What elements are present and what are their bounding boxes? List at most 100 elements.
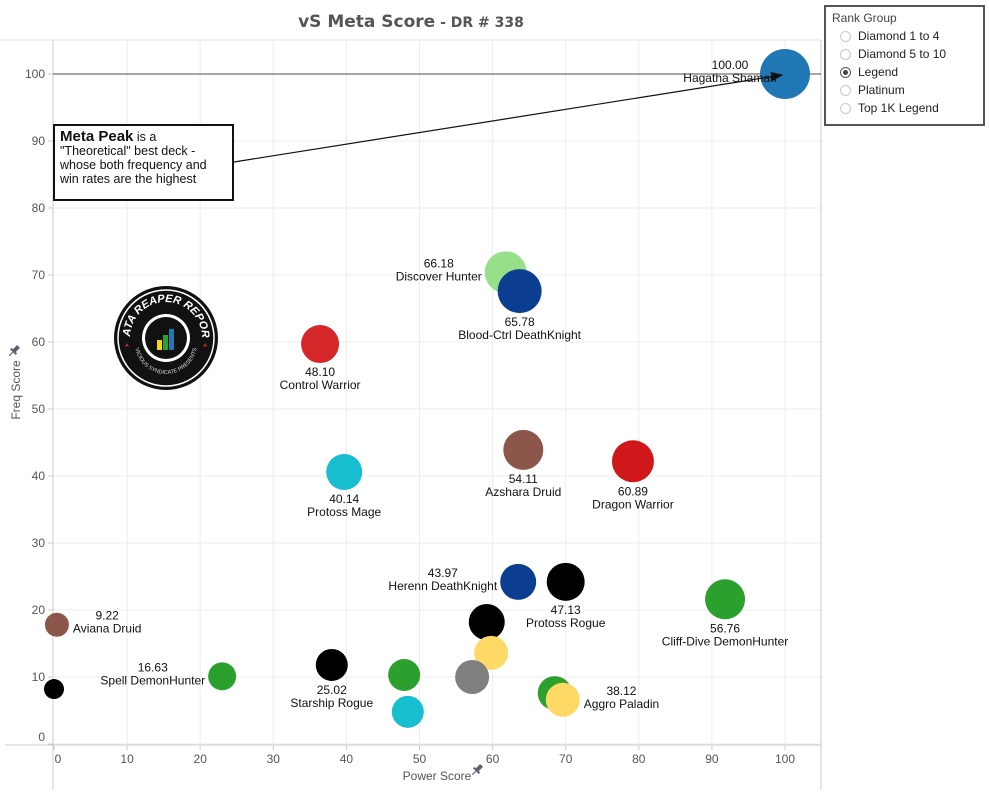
- data-label-score: 43.97: [428, 566, 458, 580]
- y-axis-pin-icon[interactable]: [7, 344, 22, 359]
- x-axis-pin-icon[interactable]: [470, 763, 485, 778]
- annotation-arrow: [233, 71, 784, 163]
- data-point[interactable]: [44, 679, 64, 700]
- data-label-name: Hagatha Shaman: [683, 71, 776, 85]
- data-point[interactable]: [301, 325, 340, 364]
- data-point[interactable]: [388, 658, 421, 691]
- data-label-score: 38.12: [606, 684, 636, 698]
- x-tick-label: 30: [267, 752, 281, 766]
- data-label-score: 66.18: [424, 256, 454, 270]
- data-label-name: Aviana Druid: [73, 622, 141, 636]
- rank-group-title: Rank Group: [832, 11, 897, 25]
- data-point[interactable]: [611, 440, 654, 483]
- data-label-score: 54.11: [509, 472, 538, 486]
- rank-option-label: Platinum: [858, 83, 905, 97]
- rank-option-label: Diamond 5 to 10: [858, 47, 947, 61]
- data-point[interactable]: [455, 660, 490, 694]
- y-tick-label: 10: [32, 670, 46, 684]
- data-label-name: Spell DemonHunter: [100, 673, 205, 687]
- data-label-name: Protoss Mage: [307, 505, 381, 519]
- data-label-name: Herenn DeathKnight: [388, 579, 497, 593]
- data-label-score: 16.63: [138, 660, 168, 674]
- rank-option-label: Top 1K Legend: [858, 101, 939, 115]
- data-point[interactable]: [315, 648, 348, 681]
- data-label-score: 47.13: [551, 603, 581, 617]
- data-reaper-report-logo: DATA REAPER REPORT VICIOUS SYNDICATE PRE…: [109, 276, 219, 391]
- data-point[interactable]: [208, 662, 237, 691]
- data-label-name: Discover Hunter: [396, 269, 482, 283]
- chart-title-sub: DR # 338: [450, 15, 524, 31]
- data-label-score: 25.02: [317, 683, 347, 697]
- radio-icon[interactable]: [840, 84, 851, 96]
- y-tick-label: 0: [38, 730, 45, 744]
- data-label-score: 60.89: [618, 484, 648, 498]
- data-point[interactable]: [44, 612, 69, 637]
- tick-labels: 0 10 20 30 40 50 60 70 80 90 100 0 10 20 30 40 50 60 70 80 9…: [25, 67, 795, 766]
- rank-option-platinum[interactable]: Platinum: [832, 81, 977, 99]
- rank-option-diamond-1-to-4[interactable]: Diamond 1 to 4: [832, 27, 977, 45]
- data-label-name: Azshara Druid: [485, 485, 561, 499]
- data-point[interactable]: [546, 562, 585, 601]
- x-tick-label: 60: [486, 752, 500, 766]
- chart-title-sep: -: [435, 15, 451, 31]
- data-label-score: 65.78: [505, 315, 535, 329]
- annotation-bold: Meta Peak: [60, 128, 134, 145]
- data-label-score: 9.22: [95, 609, 119, 623]
- data-points: [44, 49, 810, 728]
- data-label-name: Aggro Paladin: [584, 697, 659, 711]
- data-point[interactable]: [545, 682, 580, 717]
- rank-option-top-1k-legend[interactable]: Top 1K Legend: [832, 99, 977, 117]
- data-point[interactable]: [503, 429, 544, 470]
- data-point[interactable]: [497, 269, 542, 314]
- data-point[interactable]: [474, 635, 509, 670]
- data-label-score: 40.14: [329, 492, 359, 506]
- chart-title: vS Meta Score - DR # 338: [0, 12, 822, 32]
- annotation-text: is a "Theoretical" best deck - whose bot…: [60, 130, 207, 186]
- y-tick-label: 60: [32, 335, 46, 349]
- x-tick-label: 100: [775, 752, 795, 766]
- rank-option-legend[interactable]: Legend: [832, 63, 977, 81]
- y-tick-label: 40: [32, 469, 46, 483]
- data-label-name: Control Warrior: [280, 378, 361, 392]
- data-point[interactable]: [500, 563, 537, 600]
- data-label-score: 56.76: [710, 621, 740, 635]
- x-tick-label: 40: [340, 752, 354, 766]
- data-label-name: Cliff-Dive DemonHunter: [662, 634, 789, 648]
- data-point[interactable]: [705, 579, 746, 620]
- radio-icon[interactable]: [840, 48, 851, 60]
- y-tick-label: 50: [32, 402, 46, 416]
- data-point[interactable]: [468, 604, 505, 641]
- data-label-name: Blood-Ctrl DeathKnight: [458, 328, 581, 342]
- data-label-name: Protoss Rogue: [526, 616, 606, 630]
- x-tick-label: 50: [413, 752, 427, 766]
- y-tick-label: 70: [32, 268, 46, 282]
- x-tick-label: 90: [705, 752, 719, 766]
- data-label-name: Dragon Warrior: [592, 497, 674, 511]
- rank-option-label: Legend: [858, 65, 899, 79]
- radio-icon[interactable]: [840, 30, 851, 42]
- rank-group-filter: Rank Group Diamond 1 to 4 Diamond 5 to 10…: [824, 5, 985, 126]
- x-axis-title: Power Score: [403, 769, 472, 783]
- y-tick-label: 90: [32, 134, 46, 148]
- x-tick-label: 80: [632, 752, 646, 766]
- data-point[interactable]: [391, 695, 424, 728]
- data-point[interactable]: [760, 49, 810, 99]
- x-tick-label: 10: [120, 752, 134, 766]
- radio-icon[interactable]: [840, 102, 851, 114]
- data-label-name: Starship Rogue: [290, 696, 373, 710]
- radio-selected-icon[interactable]: [840, 66, 851, 78]
- data-point[interactable]: [326, 453, 363, 490]
- meta-peak-annotation: Meta Peak is a "Theoretical" best deck -…: [53, 124, 234, 201]
- gridlines: [0, 39, 821, 745]
- y-tick-label: 80: [32, 201, 46, 215]
- data-label-score: 100.00: [712, 58, 749, 72]
- rank-option-diamond-5-to-10[interactable]: Diamond 5 to 10: [832, 45, 977, 63]
- y-tick-label: 20: [32, 603, 46, 617]
- y-tick-label: 30: [32, 536, 46, 550]
- data-label-score: 48.10: [305, 365, 335, 379]
- y-tick-label: 100: [25, 67, 45, 81]
- y-axis-title: Freq Score: [9, 360, 23, 420]
- chart-title-main: vS Meta Score: [298, 12, 436, 32]
